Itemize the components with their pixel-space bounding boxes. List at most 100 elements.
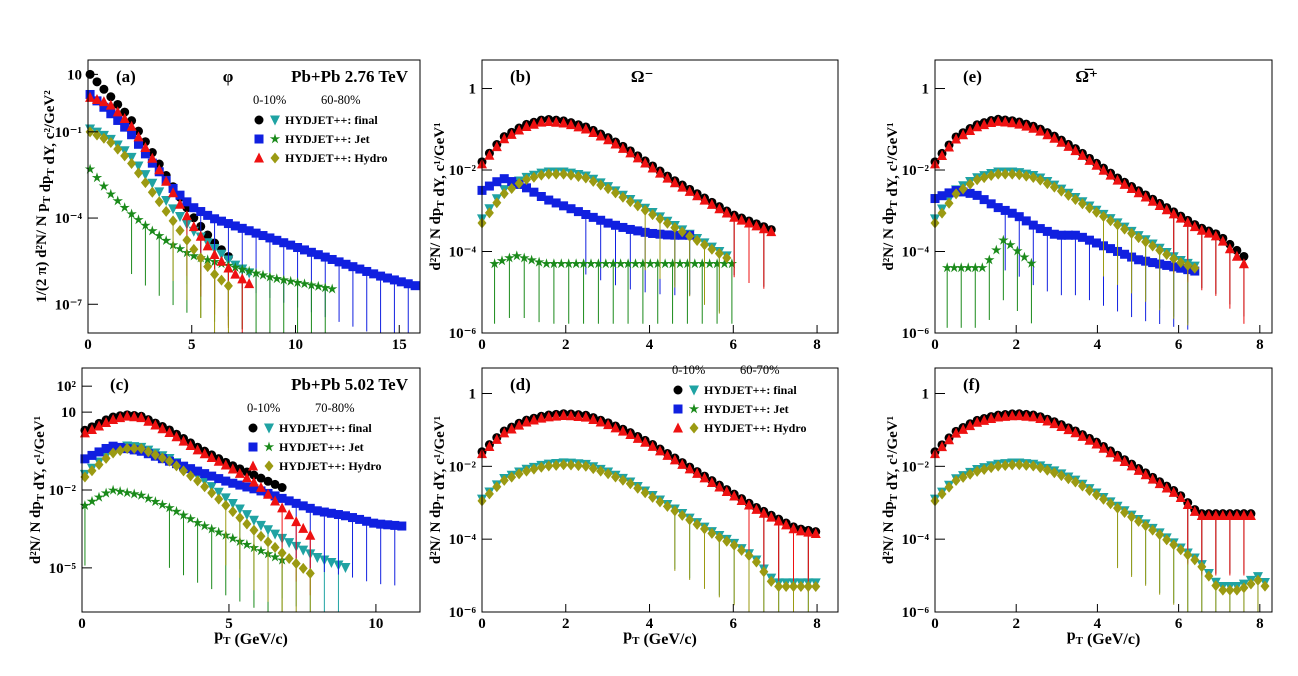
data-point: [1161, 482, 1172, 493]
panel-e: 0 2 4 6 8 10⁻⁶ 10⁻⁴ 10⁻² 1 (e) d²N/ N dpT dY, c¹/G…: [881, 59, 1273, 353]
data-point: [192, 444, 203, 455]
data-point: [684, 463, 695, 474]
data-point: [559, 201, 569, 211]
data-point: [707, 243, 717, 255]
data-point: [256, 530, 266, 542]
data-point: [284, 552, 294, 564]
data-point: [566, 204, 576, 214]
data-point: [548, 258, 560, 269]
y-tick-label: 1: [469, 82, 477, 98]
data-point: [972, 174, 982, 186]
data-point: [258, 231, 268, 241]
y-tick-label: 10⁻⁴: [449, 245, 477, 261]
legend-entry: HYDJET++: Hydro: [704, 421, 806, 435]
data-point: [937, 149, 948, 160]
data-point: [1021, 216, 1031, 226]
data-point: [551, 410, 562, 421]
data-point: [984, 254, 995, 265]
data-point: [751, 503, 762, 514]
data-point: [993, 203, 1003, 213]
data-point: [1238, 509, 1249, 520]
data-point: [299, 245, 309, 255]
data-point: [1077, 198, 1087, 210]
data-point: [216, 249, 227, 260]
data-point: [396, 277, 406, 287]
data-point: [648, 228, 658, 238]
data-point: [237, 263, 248, 274]
data-point: [237, 273, 248, 284]
data-point: [206, 451, 217, 462]
series-jet-0-10%: [85, 89, 420, 333]
data-point: [744, 217, 754, 228]
data-point: [595, 416, 606, 427]
x-tick-label: 4: [646, 337, 654, 353]
data-point: [249, 470, 259, 480]
data-point: [168, 215, 178, 227]
data-point: [284, 496, 294, 506]
data-point: [284, 509, 295, 520]
data-point: [143, 415, 154, 426]
data-point: [119, 113, 130, 124]
data-points-c: [79, 410, 407, 612]
data-point: [529, 463, 539, 475]
data-point: [1035, 413, 1046, 424]
data-point: [611, 471, 620, 483]
data-point: [484, 181, 494, 191]
data-point: [326, 283, 338, 294]
data-point: [1245, 509, 1256, 520]
data-point: [136, 489, 147, 500]
data-point: [209, 249, 220, 260]
data-point: [719, 258, 730, 269]
data-point: [161, 196, 172, 207]
data-point: [1148, 240, 1158, 252]
data-point: [1091, 159, 1102, 170]
data-point: [241, 510, 252, 521]
data-point: [979, 463, 989, 475]
data-point: [200, 469, 210, 479]
x-axis-title: pT (GeV/c): [623, 627, 697, 648]
data-point: [986, 412, 997, 423]
data-point: [706, 476, 717, 487]
data-point: [1049, 418, 1060, 429]
data-point: [588, 175, 598, 187]
data-point: [168, 187, 179, 198]
data-point: [333, 510, 343, 520]
data-point: [1014, 169, 1024, 181]
data-point: [781, 581, 791, 593]
data-point: [264, 271, 276, 282]
data-point: [188, 250, 200, 261]
data-point: [216, 216, 226, 226]
data-points-a: [84, 69, 420, 333]
data-point: [1189, 505, 1200, 516]
data-point: [91, 93, 102, 104]
data-point: [175, 225, 185, 237]
data-point: [101, 452, 111, 464]
data-point: [596, 179, 606, 191]
data-point: [499, 474, 509, 486]
data-point: [625, 147, 636, 158]
panel-f: 0 2 4 6 8 10⁻⁶ 10⁻⁴ 10⁻² 1 (f) d²N/ N dpT dY, c¹/G…: [881, 367, 1273, 648]
data-point: [189, 243, 199, 255]
data-point: [127, 130, 137, 140]
data-point: [340, 511, 350, 521]
panel-label: (f): [963, 375, 980, 394]
data-point: [766, 511, 777, 522]
data-point: [1028, 172, 1038, 184]
data-point: [593, 258, 604, 269]
data-point: [313, 250, 323, 260]
data-point: [376, 271, 386, 281]
series-hydro-60-70%: [930, 459, 1270, 612]
data-point: [293, 243, 303, 253]
data-point: [544, 168, 554, 180]
data-point: [581, 172, 591, 184]
data-point: [348, 513, 358, 523]
data-point: [122, 487, 133, 498]
data-point: [689, 258, 700, 269]
data-point: [1077, 232, 1087, 242]
data-point: [230, 221, 240, 231]
data-point: [133, 167, 143, 179]
data-point: [277, 502, 288, 513]
data-point: [1176, 263, 1186, 273]
data-point: [781, 519, 792, 530]
